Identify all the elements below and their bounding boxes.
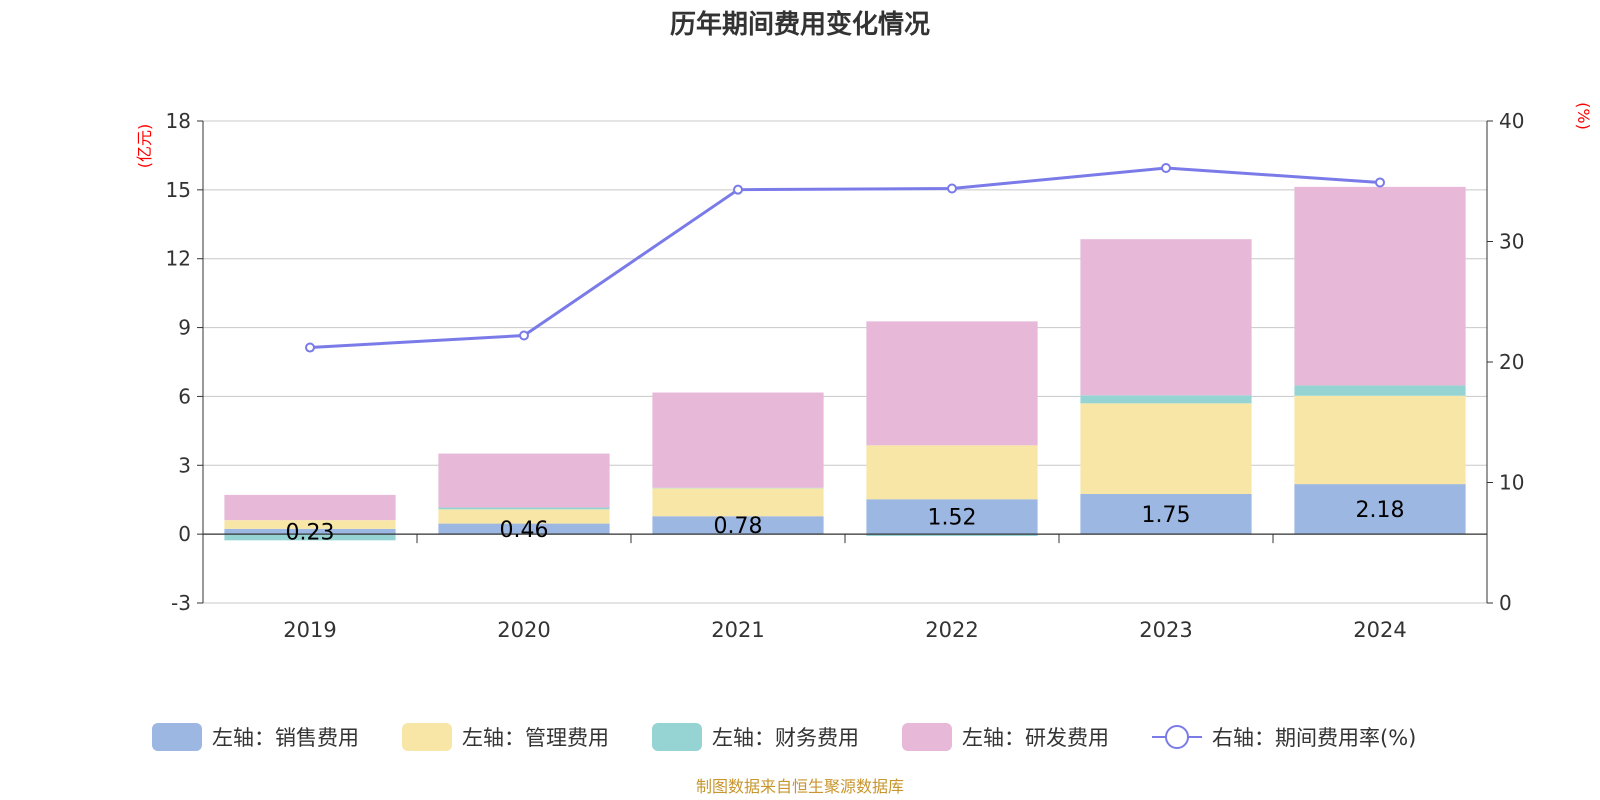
- right-axis-unit: (%): [1574, 102, 1593, 130]
- legend-marker: [1165, 725, 1189, 749]
- left-axis-tick-label: 0: [178, 522, 191, 546]
- bar-series: [224, 186, 1466, 541]
- bar-value-label: 1.52: [928, 506, 977, 531]
- bar-series1-2022: [866, 445, 1038, 500]
- bar-series3-2021: [652, 392, 824, 488]
- x-axis-category-label: 2020: [497, 618, 550, 642]
- left-axis-tick-label: 12: [166, 247, 191, 271]
- bar-series3-2022: [866, 321, 1038, 446]
- bar-series2-2020: [438, 507, 610, 510]
- bar-series2-2024: [1294, 385, 1466, 396]
- x-axis-category-label: 2022: [925, 618, 978, 642]
- bar-series0-2020: [438, 523, 610, 535]
- bar-series2-2023: [1080, 395, 1252, 404]
- left-axis-tick-label: 18: [166, 109, 191, 133]
- left-axis-tick-label: 15: [166, 178, 191, 202]
- axes: -3 0 3 6 9 12 15 18 (亿元) 0 10 20 30 40 (%) 2019 2020 2021…: [135, 102, 1593, 642]
- left-axis-tick-label: 6: [178, 384, 191, 408]
- bar-value-label: 0.23: [286, 521, 335, 546]
- bar-series1-2020: [438, 509, 610, 524]
- bar-series2-2021: [652, 487, 824, 489]
- bar-value-label: 0.78: [714, 514, 763, 539]
- bar-series0-2021: [652, 516, 824, 535]
- bar-value-label: 2.18: [1356, 498, 1405, 523]
- bar-series2-2022: [866, 534, 1038, 536]
- data-labels: 0.23 0.46 0.78 1.52 1.75 2.18: [286, 498, 1405, 545]
- bar-series3-2024: [1294, 186, 1466, 386]
- left-axis-unit: (亿元): [135, 124, 154, 169]
- line-series: [305, 162, 1385, 353]
- line-point-2023: [1161, 162, 1171, 173]
- right-axis-tick-label: 20: [1499, 350, 1524, 374]
- line-point-2022: [947, 183, 957, 194]
- legend-swatch: [652, 723, 702, 751]
- x-axis-category-label: 2019: [283, 618, 336, 642]
- legend-label: 左轴：财务费用: [712, 726, 859, 750]
- bar-series1-2024: [1294, 395, 1466, 485]
- bar-series0-2019: [224, 528, 396, 535]
- x-axis-category-label: 2023: [1139, 618, 1192, 642]
- right-axis-tick-label: 40: [1499, 109, 1524, 133]
- x-axis-category-label: 2024: [1353, 618, 1406, 642]
- bar-series1-2023: [1080, 403, 1252, 494]
- bar-value-label: 0.46: [500, 518, 549, 543]
- bar-series1-2019: [224, 520, 396, 529]
- bar-series0-2023: [1080, 493, 1252, 535]
- legend: 左轴：销售费用 左轴：管理费用 左轴：财务费用 左轴：研发费用 右轴：期间费用率(%): [152, 723, 1416, 751]
- bar-series0-2024: [1294, 484, 1466, 535]
- legend-label: 右轴：期间费用率(%): [1212, 726, 1416, 750]
- legend-label: 左轴：销售费用: [212, 726, 359, 750]
- line-point-2020: [519, 330, 529, 341]
- line-point-2024: [1375, 177, 1385, 188]
- bar-series1-2021: [652, 488, 824, 517]
- x-axis-category-label: 2021: [711, 618, 764, 642]
- legend-swatch: [152, 723, 202, 751]
- left-axis-tick-label: -3: [171, 591, 191, 615]
- bar-series3-2023: [1080, 239, 1252, 396]
- legend-label: 左轴：管理费用: [462, 726, 609, 750]
- chart-title: 历年期间费用变化情况: [670, 9, 930, 40]
- legend-swatch: [902, 723, 952, 751]
- data-source-note: 制图数据来自恒生聚源数据库: [696, 777, 904, 796]
- left-axis-tick-label: 3: [178, 453, 191, 477]
- line-point-2021: [733, 184, 743, 195]
- right-axis-tick-label: 10: [1499, 471, 1524, 495]
- bar-series3-2020: [438, 453, 610, 508]
- legend-swatch: [402, 723, 452, 751]
- line-point-2019: [305, 342, 315, 353]
- right-axis-tick-label: 0: [1499, 591, 1512, 615]
- line-path: [309, 166, 1381, 350]
- left-axis-tick-label: 9: [178, 316, 191, 340]
- bar-series3-2019: [224, 494, 396, 521]
- bar-value-label: 1.75: [1142, 503, 1191, 528]
- bar-series0-2022: [866, 499, 1038, 535]
- bar-series2-2019: [224, 534, 396, 541]
- right-axis-tick-label: 30: [1499, 230, 1524, 254]
- legend-label: 左轴：研发费用: [962, 726, 1109, 750]
